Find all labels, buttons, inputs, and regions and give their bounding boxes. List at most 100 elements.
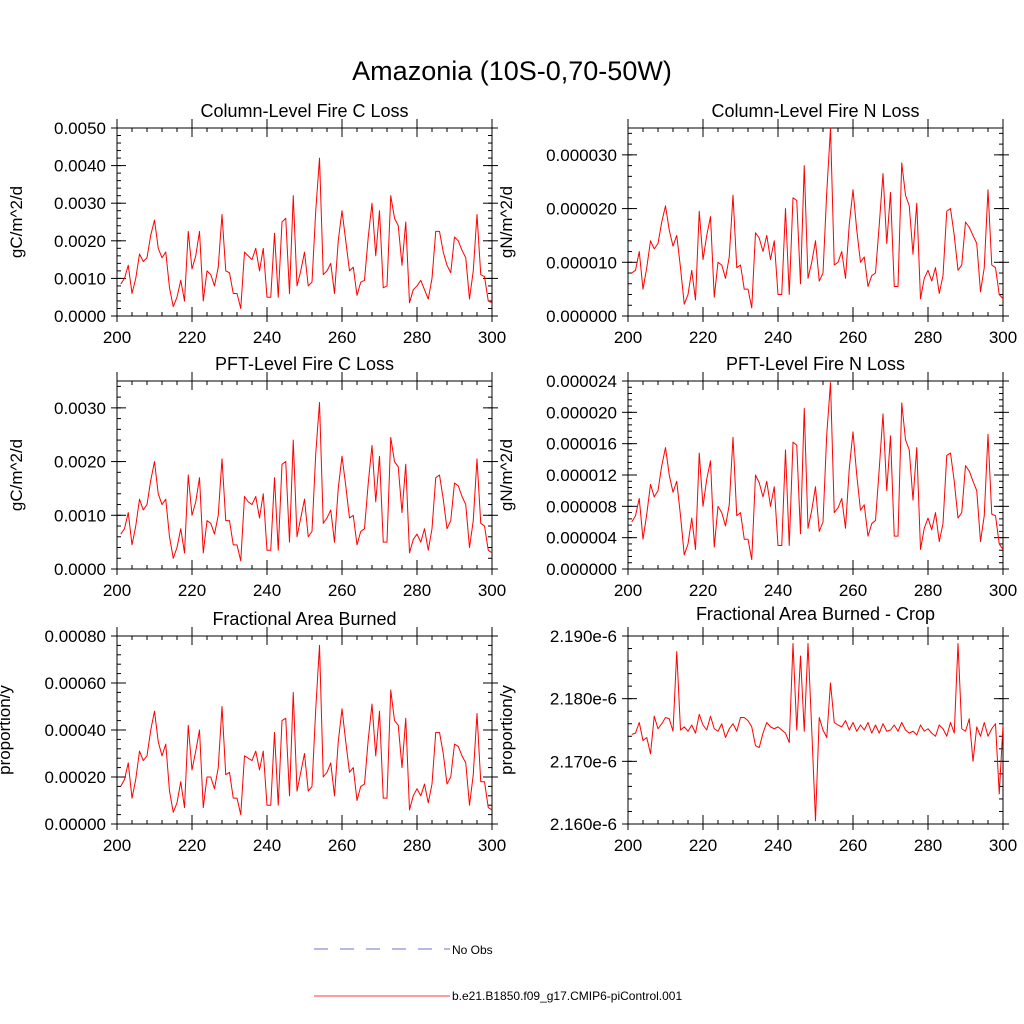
y-tick-label: 2.160e-6 — [550, 815, 617, 834]
x-tick-label: 240 — [253, 581, 281, 600]
x-tick-label: 240 — [764, 328, 792, 347]
y-tick-label: 0.00000 — [45, 815, 106, 834]
y-tick-label: 0.000010 — [546, 253, 617, 272]
legend: No Obs b.e21.B1850.f09_g17.CMIP6-piContr… — [314, 943, 682, 1003]
y-tick-label: 0.000000 — [546, 307, 617, 326]
series-line-1 — [120, 644, 493, 816]
y-tick-label: 2.180e-6 — [550, 690, 617, 709]
x-tick-label: 200 — [614, 328, 642, 347]
chart-panels: Column-Level Fire C Loss gC/m^2/d 200 220 24… — [0, 101, 1017, 855]
y-axis-label: gC/m^2/d — [7, 439, 26, 511]
series-line-1 — [120, 401, 493, 562]
panel-title: PFT-Level Fire C Loss — [215, 354, 394, 374]
x-tick-label: 220 — [689, 328, 717, 347]
series-line-1 — [631, 127, 1004, 309]
x-tick-label: 240 — [764, 581, 792, 600]
plot-frame — [116, 635, 493, 825]
x-tick-label: 300 — [989, 581, 1017, 600]
y-tick-label: 0.00040 — [45, 721, 106, 740]
series-line-1 — [631, 382, 1004, 561]
y-tick-label: 0.000020 — [546, 200, 617, 219]
y-tick-label: 2.170e-6 — [550, 752, 617, 771]
x-tick-label: 260 — [328, 836, 356, 855]
y-axis-label: proportion/y — [497, 685, 516, 775]
chart-panel-4: PFT-Level Fire N Loss gN/m^2/d 200 220 240 26… — [497, 354, 1017, 600]
plot-frame — [627, 635, 1004, 825]
y-tick-label: 0.00060 — [45, 674, 106, 693]
y-axis-label: proportion/y — [0, 685, 14, 775]
y-tick-label: 0.00020 — [45, 768, 106, 787]
x-tick-label: 300 — [478, 581, 506, 600]
x-tick-label: 300 — [478, 836, 506, 855]
x-tick-label: 300 — [989, 328, 1017, 347]
figure-title: Amazonia (10S-0,70-50W) — [352, 56, 672, 86]
x-tick-label: 220 — [178, 581, 206, 600]
x-tick-label: 200 — [614, 836, 642, 855]
y-tick-label: 0.000008 — [546, 497, 617, 516]
x-tick-label: 260 — [839, 836, 867, 855]
plot-frame — [627, 127, 1004, 317]
chart-panel-3: PFT-Level Fire C Loss gC/m^2/d 200 220 240 26… — [7, 354, 506, 600]
x-tick-label: 240 — [253, 836, 281, 855]
panel-title: Column-Level Fire N Loss — [711, 101, 919, 121]
plot-frame — [116, 380, 493, 570]
y-tick-label: 0.00080 — [45, 627, 106, 646]
y-tick-label: 0.0010 — [54, 269, 106, 288]
y-tick-label: 0.0020 — [54, 232, 106, 251]
legend-label-model: b.e21.B1850.f09_g17.CMIP6-piControl.001 — [452, 989, 682, 1003]
y-tick-label: 0.0010 — [54, 506, 106, 525]
plot-frame — [116, 127, 493, 317]
y-tick-label: 0.0000 — [54, 560, 106, 579]
x-tick-label: 200 — [103, 328, 131, 347]
x-tick-label: 260 — [328, 581, 356, 600]
chart-panel-6: Fractional Area Burned - Crop proportion/… — [497, 604, 1017, 855]
x-tick-label: 300 — [478, 328, 506, 347]
x-tick-label: 200 — [614, 581, 642, 600]
x-tick-label: 280 — [403, 581, 431, 600]
y-tick-label: 2.190e-6 — [550, 627, 617, 646]
x-tick-label: 200 — [103, 836, 131, 855]
panel-title: Fractional Area Burned — [212, 609, 396, 629]
y-tick-label: 0.000030 — [546, 146, 617, 165]
panel-title: Column-Level Fire C Loss — [200, 101, 408, 121]
x-tick-label: 220 — [689, 581, 717, 600]
x-tick-label: 220 — [178, 328, 206, 347]
chart-panel-2: Column-Level Fire N Loss gN/m^2/d 200 220 24… — [497, 101, 1017, 347]
x-tick-label: 280 — [914, 581, 942, 600]
plot-frame — [627, 380, 1004, 570]
y-tick-label: 0.0040 — [54, 157, 106, 176]
y-tick-label: 0.000004 — [546, 529, 617, 548]
x-tick-label: 280 — [914, 328, 942, 347]
y-axis-label: gC/m^2/d — [7, 186, 26, 258]
y-axis-label: gN/m^2/d — [497, 186, 516, 258]
y-tick-label: 0.0030 — [54, 194, 106, 213]
panel-title: Fractional Area Burned - Crop — [696, 604, 935, 624]
x-tick-label: 260 — [839, 581, 867, 600]
x-tick-label: 240 — [253, 328, 281, 347]
y-tick-label: 0.000016 — [546, 435, 617, 454]
panel-title: PFT-Level Fire N Loss — [726, 354, 905, 374]
x-tick-label: 200 — [103, 581, 131, 600]
y-tick-label: 0.000000 — [546, 560, 617, 579]
y-tick-label: 0.0050 — [54, 119, 106, 138]
x-tick-label: 260 — [839, 328, 867, 347]
x-tick-label: 280 — [403, 836, 431, 855]
x-tick-label: 260 — [328, 328, 356, 347]
series-line-1 — [120, 157, 493, 309]
x-tick-label: 280 — [403, 328, 431, 347]
y-tick-label: 0.000020 — [546, 403, 617, 422]
y-tick-label: 0.000024 — [546, 372, 617, 391]
x-tick-label: 280 — [914, 836, 942, 855]
chart-panel-5: Fractional Area Burned proportion/y 200 220… — [0, 609, 506, 855]
y-tick-label: 0.0020 — [54, 453, 106, 472]
y-axis-label: gN/m^2/d — [497, 439, 516, 511]
x-tick-label: 240 — [764, 836, 792, 855]
y-tick-label: 0.000012 — [546, 466, 617, 485]
chart-panel-1: Column-Level Fire C Loss gC/m^2/d 200 220 24… — [7, 101, 506, 347]
x-tick-label: 300 — [989, 836, 1017, 855]
x-tick-label: 220 — [178, 836, 206, 855]
x-tick-label: 220 — [689, 836, 717, 855]
series-line-1 — [631, 643, 1004, 822]
legend-label-no-obs: No Obs — [452, 943, 493, 957]
